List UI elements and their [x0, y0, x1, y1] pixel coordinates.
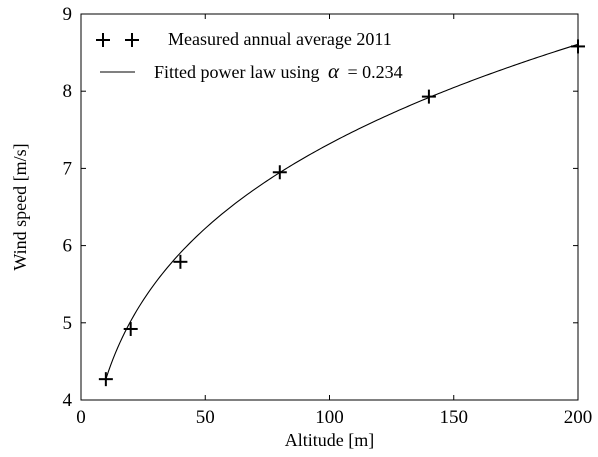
legend-label-fitted: Fitted power law using α = 0.234 [154, 59, 403, 83]
x-tick-label: 100 [315, 407, 344, 428]
legend-marker-plus [96, 33, 110, 47]
y-tick-label: 8 [63, 81, 73, 102]
legend-label-measured: Measured annual average 2011 [168, 29, 392, 49]
legend-marker-plus [125, 33, 139, 47]
axis-ticks [80, 13, 579, 401]
data-point-marker [421, 89, 436, 104]
y-tick-label: 5 [63, 313, 73, 334]
fitted-power-law-curve [105, 43, 579, 380]
measured-data-markers [98, 39, 585, 387]
data-point-marker [272, 165, 287, 180]
legend-marker-sample [96, 33, 139, 47]
x-tick-label: 0 [76, 407, 86, 428]
y-tick-label: 7 [63, 158, 73, 179]
legend-alpha-symbol: α [328, 59, 340, 83]
data-point-marker [98, 372, 113, 387]
x-tick-label: 150 [440, 407, 469, 428]
y-tick-label: 6 [63, 236, 73, 257]
legend: Measured annual average 2011 Fitted powe… [96, 29, 403, 83]
y-axis-label: Wind speed [m/s] [10, 143, 30, 270]
x-axis-label: Altitude [m] [285, 430, 374, 450]
x-tick-label: 50 [196, 407, 215, 428]
legend-alpha-value: = 0.234 [348, 62, 403, 82]
data-point-marker [571, 39, 585, 54]
data-point-marker [123, 321, 138, 336]
y-tick-label: 4 [63, 390, 73, 411]
y-tick-label: 9 [63, 4, 73, 25]
data-point-marker [173, 254, 188, 269]
x-tick-label: 200 [564, 407, 593, 428]
axis-tick-labels: 0 50 100 150 200 4 5 6 7 8 9 [63, 4, 593, 428]
legend-label-fitted-text: Fitted power law using [154, 62, 319, 82]
